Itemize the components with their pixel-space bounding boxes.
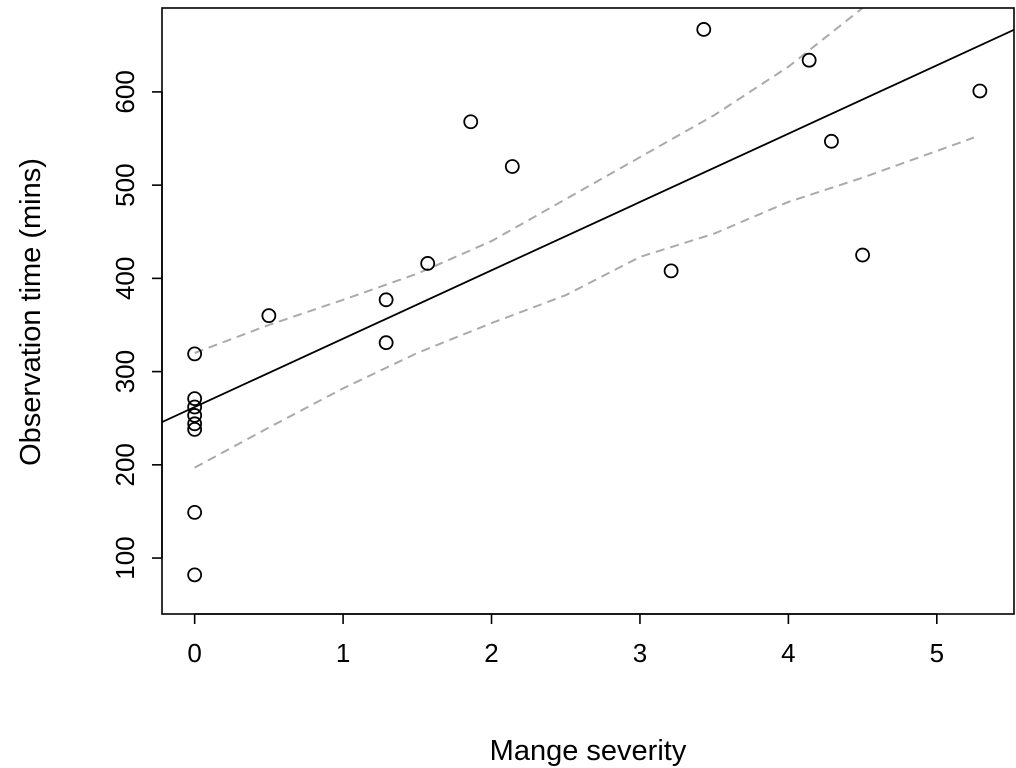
x-tick-label: 3 bbox=[633, 638, 647, 668]
data-point bbox=[187, 422, 203, 437]
plot-area bbox=[162, 8, 1014, 583]
plot-frame bbox=[161, 7, 1015, 615]
y-axis-label: Observation time (mins) bbox=[15, 158, 47, 466]
x-axis-label: Mange severity bbox=[490, 735, 687, 767]
data-point bbox=[463, 114, 479, 130]
data-point bbox=[187, 567, 203, 583]
y-tick-label: 200 bbox=[110, 443, 140, 486]
data-point bbox=[504, 159, 520, 174]
y-tick-label: 100 bbox=[110, 536, 140, 579]
y-tick-label: 400 bbox=[110, 257, 140, 300]
data-point bbox=[187, 408, 203, 423]
data-point bbox=[187, 416, 203, 432]
y-axis: 100 200 300 400 500 600 bbox=[110, 70, 163, 580]
data-point bbox=[187, 346, 203, 362]
data-point bbox=[824, 133, 839, 149]
data-point bbox=[378, 292, 394, 308]
data-point bbox=[801, 52, 817, 68]
confidence-band-lower bbox=[194, 136, 975, 469]
y-tick-label: 500 bbox=[110, 163, 140, 206]
y-tick-label: 300 bbox=[110, 350, 140, 393]
data-point bbox=[420, 256, 436, 271]
data-point bbox=[261, 308, 277, 324]
regression-line bbox=[162, 28, 1014, 423]
data-point bbox=[663, 263, 679, 279]
x-tick-label: 5 bbox=[930, 638, 944, 668]
data-point bbox=[187, 399, 203, 415]
x-axis: 0 1 2 3 4 5 bbox=[187, 613, 944, 668]
data-point bbox=[378, 335, 394, 351]
data-point bbox=[187, 504, 203, 520]
data-point bbox=[187, 391, 203, 407]
confidence-band-upper bbox=[194, 8, 864, 354]
data-point bbox=[696, 22, 712, 37]
data-point bbox=[972, 83, 988, 99]
data-point bbox=[855, 247, 870, 263]
x-tick-label: 1 bbox=[336, 638, 350, 668]
x-tick-label: 0 bbox=[187, 638, 201, 668]
y-tick-label: 600 bbox=[110, 70, 140, 113]
x-tick-label: 4 bbox=[781, 638, 795, 668]
x-tick-label: 2 bbox=[484, 638, 498, 668]
